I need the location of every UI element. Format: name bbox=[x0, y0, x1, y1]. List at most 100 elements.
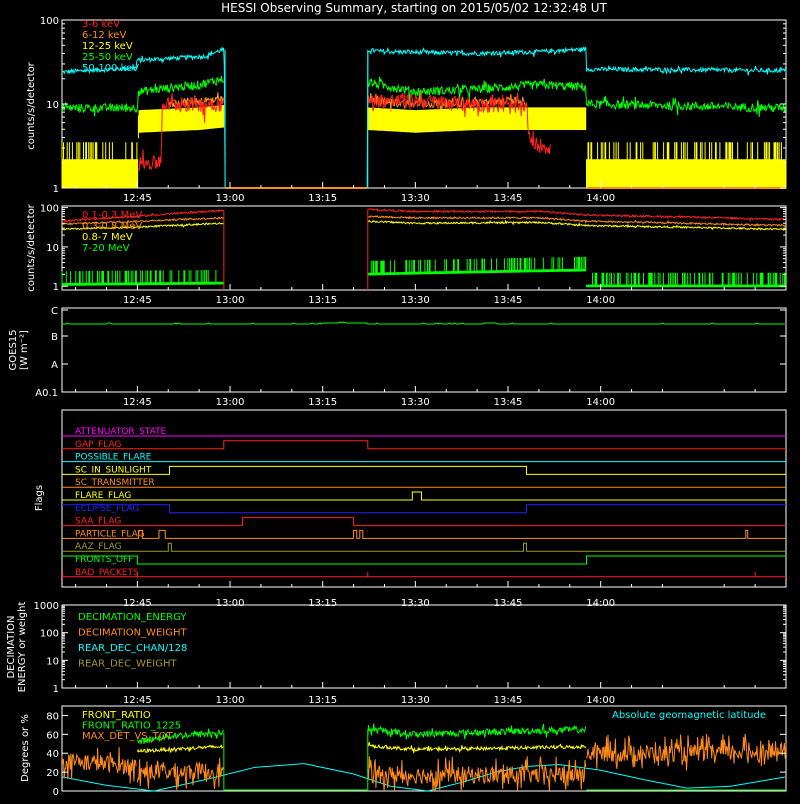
series-line-0-1-0-3-mev bbox=[61, 209, 224, 223]
flag-line bbox=[62, 491, 786, 501]
panel-goes-plot bbox=[62, 321, 785, 325]
series-line-50-100-kev bbox=[366, 46, 787, 188]
x-tick-label: 13:15 bbox=[308, 397, 337, 408]
flag-label: ATTENUATOR_STATE bbox=[75, 427, 167, 437]
x-tick-label: 13:00 bbox=[216, 695, 245, 706]
series-line-7-20-mev bbox=[61, 270, 225, 286]
legend-entry: 3-6 keV bbox=[82, 19, 120, 30]
panel-gamma-plot bbox=[61, 208, 787, 290]
flag-line bbox=[62, 440, 786, 450]
panel-flags-frame bbox=[61, 409, 787, 588]
panel-gamma: 1 10 100 counts/s/detector 0.1-0.3 MeV0.3-… bbox=[26, 203, 787, 306]
panel-flags-xticks: 12:45 13:00 13:15 13:30 13:45 14:00 bbox=[75, 581, 756, 609]
panel-ratios: 0 20 40 60 80 Degrees or % FRONT_RATIOFRONT_… bbox=[20, 705, 787, 798]
flag-line bbox=[62, 465, 786, 475]
y-tick-label: 40 bbox=[46, 749, 59, 760]
y-tick-label: A bbox=[51, 360, 58, 371]
x-tick-label: 13:45 bbox=[494, 598, 523, 609]
panel-decimation-frame bbox=[61, 604, 787, 689]
y-tick-label: 10 bbox=[46, 100, 59, 111]
y-tick-label: 10 bbox=[46, 656, 59, 667]
y-tick-label: 60 bbox=[46, 730, 59, 741]
y-tick-label: 100 bbox=[40, 629, 59, 640]
legend-entry: MAX_DET_VS_TOT bbox=[82, 731, 174, 742]
x-tick-label: 13:30 bbox=[401, 193, 430, 204]
panel-goes-frame bbox=[61, 307, 787, 393]
x-tick-label: 13:15 bbox=[308, 295, 337, 306]
panel-xray-ylabel: counts/s/detector bbox=[26, 61, 37, 149]
x-tick-label: 13:45 bbox=[494, 193, 523, 204]
series-line-25-50-kev bbox=[367, 76, 787, 118]
panel-decimation-xticks: 12:45 13:00 13:15 13:30 13:45 14:00 bbox=[75, 682, 756, 706]
x-tick-label: 14:00 bbox=[586, 695, 615, 706]
series-line-3-6-kev bbox=[367, 91, 552, 154]
panel-decimation-yticks: 1 10 100 1000 bbox=[34, 601, 786, 695]
y-tick-label: B bbox=[51, 332, 58, 343]
x-tick-label: 13:45 bbox=[494, 397, 523, 408]
panel-decimation-ylabel-1: DECIMATION bbox=[6, 615, 17, 678]
y-tick-label: 1 bbox=[53, 684, 59, 695]
legend-entry: 25-50 keV bbox=[82, 52, 133, 63]
series-line-3-6-kev bbox=[138, 93, 225, 172]
panel-xray-yticks: 1 10 100 bbox=[40, 16, 786, 195]
legend-entry: REAR_DEC_CHAN/128 bbox=[78, 643, 187, 654]
x-tick-label: 13:15 bbox=[308, 695, 337, 706]
x-tick-label: 13:00 bbox=[216, 397, 245, 408]
legend-entry: REAR_DEC_WEIGHT bbox=[78, 659, 177, 670]
flag-label: PARTICLE_FLAG bbox=[75, 529, 145, 539]
y-tick-label: 100 bbox=[40, 16, 59, 27]
legend-entry-latitude: Absolute geomagnetic latitude bbox=[612, 710, 766, 721]
series-line-25-50-kev bbox=[61, 75, 225, 117]
series-line-front-ratio-1225 bbox=[367, 723, 587, 740]
flag-line bbox=[62, 555, 786, 565]
x-tick-label: 12:45 bbox=[123, 295, 152, 306]
flag-line bbox=[62, 504, 786, 514]
flag-label: AAZ_FLAG bbox=[75, 542, 122, 552]
series-line-front-ratio bbox=[367, 741, 587, 754]
panel-flags-plot: ATTENUATOR_STATE GAP_FLAG POSSIBLE_FLARE SC… bbox=[62, 427, 786, 578]
legend-entry: FRONT_RATIO_1225 bbox=[82, 721, 181, 732]
series-line-0-8-7-mev bbox=[367, 219, 787, 231]
x-tick-label: 13:30 bbox=[401, 295, 430, 306]
panel-ratios-yticks: 0 20 40 60 80 bbox=[46, 711, 786, 798]
panel-goes-yticks: A0.1 A B C bbox=[35, 306, 786, 399]
panel-gamma-xticks: 12:45 13:00 13:15 13:30 13:45 14:00 bbox=[75, 284, 756, 306]
x-tick-label: 13:00 bbox=[216, 295, 245, 306]
panel-goes: A0.1 A B C GOES15 [W m⁻²] 12:45 13:00 13:15 13… bbox=[8, 306, 787, 408]
panel-flags: ATTENUATOR_STATE GAP_FLAG POSSIBLE_FLARE SC… bbox=[34, 409, 787, 609]
x-tick-label: 13:45 bbox=[494, 695, 523, 706]
x-tick-label: 13:00 bbox=[216, 193, 245, 204]
series-line-max-det-vs-tot bbox=[136, 757, 224, 790]
panel-decimation: 1 10 100 1000 DECIMATION ENERGY or weight D… bbox=[6, 601, 787, 706]
legend-entry: 50-100 keV bbox=[82, 63, 139, 74]
flag-line bbox=[62, 542, 786, 552]
series-line-0-3-0-8-mev bbox=[367, 215, 787, 227]
panel-goes-ylabel-2: [W m⁻²] bbox=[19, 330, 30, 370]
x-tick-label: 13:45 bbox=[494, 295, 523, 306]
flag-line bbox=[62, 529, 786, 539]
y-tick-label: 10 bbox=[46, 243, 59, 254]
x-tick-label: 13:30 bbox=[401, 397, 430, 408]
x-tick-label: 12:45 bbox=[123, 397, 152, 408]
flag-label: FLARE_FLAG bbox=[75, 491, 131, 501]
y-tick-label: A0.1 bbox=[35, 388, 58, 399]
panel-goes-ylabel-1: GOES15 bbox=[8, 329, 19, 370]
flag-label: FRONTS_OFF bbox=[75, 555, 133, 565]
y-tick-label: C bbox=[51, 306, 58, 317]
legend-entry: 0.3-0.8 MeV bbox=[82, 221, 142, 232]
flag-line bbox=[62, 517, 786, 527]
legend-entry: 6-12 keV bbox=[82, 30, 126, 41]
series-line-max-det-vs-tot bbox=[61, 747, 137, 784]
goes-flux-line bbox=[62, 321, 785, 325]
y-tick-label: 20 bbox=[46, 768, 59, 779]
legend-entry: FRONT_RATIO bbox=[82, 710, 151, 721]
panel-ratios-ylabel: Degrees or % bbox=[20, 714, 31, 782]
panel-goes-xticks: 12:45 13:00 13:15 13:30 13:45 14:00 bbox=[75, 386, 756, 408]
x-tick-label: 14:00 bbox=[586, 295, 615, 306]
panel-decimation-ylabel-2: ENERGY or weight bbox=[17, 602, 28, 693]
y-tick-label: 1000 bbox=[34, 601, 59, 612]
